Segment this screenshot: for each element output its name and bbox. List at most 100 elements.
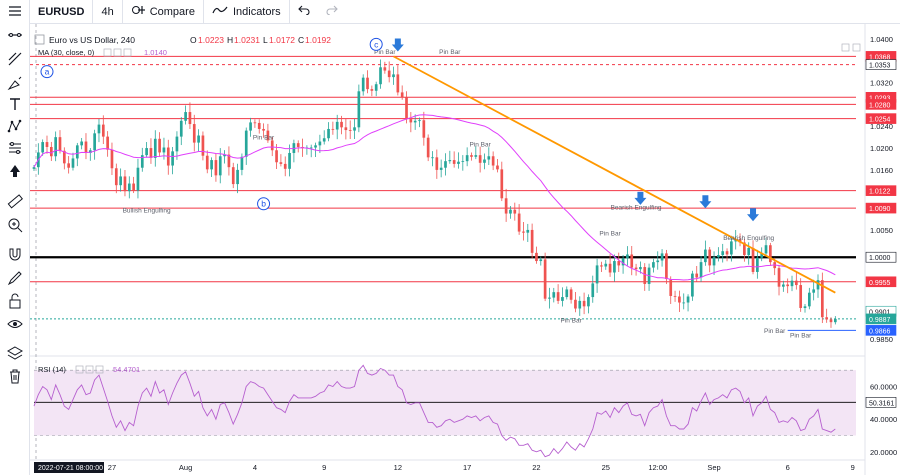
maximize-pane-icon[interactable] <box>841 43 850 52</box>
candle-body <box>578 300 582 309</box>
level-price-label: 0.9955 <box>869 280 891 287</box>
candle-body <box>652 262 655 268</box>
text-tool[interactable] <box>5 96 25 116</box>
pattern-tool[interactable] <box>5 118 25 138</box>
rsi-settings-icon[interactable] <box>85 365 94 374</box>
candle-body <box>392 74 395 78</box>
annotations: Pin Bar Pin Bar Pin Bar Bullish Engulfing Pi… <box>40 37 812 339</box>
candle-body <box>760 253 764 258</box>
trendline-tool[interactable] <box>5 51 25 71</box>
candle-body <box>179 120 183 137</box>
candle-body <box>496 165 499 170</box>
candle-body <box>253 122 257 124</box>
candle-body <box>361 77 365 92</box>
rsi-tick-label: 60.0000 <box>870 383 897 392</box>
candle-body <box>608 263 612 273</box>
candle-body <box>526 229 530 233</box>
legend-l-value: 1.0172 <box>269 35 295 45</box>
level-price-label: 0.9901 <box>869 309 891 316</box>
rsi-close-icon[interactable] <box>95 365 104 374</box>
brush-tool[interactable] <box>5 75 25 95</box>
chart-area[interactable]: Pin Bar Pin Bar Pin Bar Bullish Engulfing Pi… <box>30 24 900 475</box>
legend-c-value: 1.0192 <box>305 35 331 45</box>
candle-body <box>665 253 668 280</box>
rsi-eye-icon[interactable] <box>75 365 84 374</box>
candle-body <box>383 67 387 71</box>
crosshair-tool[interactable] <box>5 27 25 47</box>
candle-body <box>587 297 590 307</box>
candle-body <box>639 267 642 270</box>
candle-body <box>249 122 252 131</box>
candle-body <box>62 150 66 164</box>
remove-tool[interactable] <box>5 368 25 388</box>
lock-icon <box>7 293 23 314</box>
magnet-tool[interactable] <box>5 246 25 266</box>
level-price-tag <box>865 325 897 336</box>
redo-button[interactable] <box>318 0 346 24</box>
candle-body <box>145 148 148 156</box>
legend-o-label: O <box>190 35 197 45</box>
lock-tool[interactable] <box>5 293 25 313</box>
layers-tool[interactable] <box>5 345 25 365</box>
ruler-tool[interactable] <box>5 193 25 213</box>
time-tick-label: 27 <box>108 463 116 472</box>
candle-body <box>45 142 49 147</box>
candle-body <box>751 247 755 272</box>
candle-body <box>509 209 512 214</box>
text-icon <box>7 96 23 117</box>
cursor-tool[interactable] <box>5 163 25 183</box>
candle-body <box>370 89 374 91</box>
candle-body <box>695 273 699 278</box>
candle-body <box>708 249 712 266</box>
zoom-tool[interactable] <box>5 217 25 237</box>
candle-body <box>153 138 157 158</box>
rsi-pane <box>33 364 856 458</box>
settings-icon[interactable] <box>113 48 122 57</box>
collapse-icon[interactable] <box>34 34 45 45</box>
ma-value: 1.0140 <box>144 48 167 57</box>
forecast-tool[interactable] <box>5 140 25 160</box>
stay-drawing-tool[interactable] <box>5 270 25 290</box>
time-tick-label: 9 <box>851 463 855 472</box>
close-icon[interactable] <box>123 48 132 57</box>
legend-title: Euro vs US Dollar, 240 <box>49 35 135 45</box>
undo-button[interactable] <box>290 0 318 24</box>
arrow-up-icon <box>7 163 23 184</box>
symbol-selector[interactable]: EURUSD <box>30 0 94 24</box>
candle-body <box>88 150 92 153</box>
candle-body <box>712 257 716 266</box>
candle-body <box>140 155 144 168</box>
candle-body <box>812 289 816 293</box>
visibility-tool[interactable] <box>5 316 25 336</box>
trash-icon <box>7 368 23 389</box>
time-tick-label: 6 <box>786 463 790 472</box>
time-tick-label: Aug <box>179 463 192 472</box>
redo-icon <box>326 5 338 18</box>
pane-settings-icon[interactable] <box>852 43 861 52</box>
candle-body <box>413 120 417 123</box>
legend: Euro vs US Dollar, 240 O 1.0223 H 1.0231… <box>34 34 861 374</box>
candle-body <box>136 167 140 191</box>
ma-label: MA (30, close, 0) <box>38 48 95 57</box>
candle-body <box>678 296 681 303</box>
menu-button[interactable] <box>5 3 25 23</box>
time-tick-label: 17 <box>463 463 471 472</box>
candle-body <box>396 74 400 93</box>
candle-body <box>630 254 634 268</box>
candle-body <box>686 296 690 303</box>
candle-body <box>552 292 556 298</box>
compare-button[interactable]: Compare <box>123 0 204 24</box>
candle-body <box>387 70 391 78</box>
candle-body <box>491 156 495 166</box>
interval-selector[interactable]: 4h <box>93 0 123 24</box>
arrow-down-icon <box>634 191 647 205</box>
rsi-level-tag <box>865 397 897 408</box>
eye-icon[interactable] <box>103 48 112 57</box>
candle-body <box>400 92 404 98</box>
candle-body <box>444 161 447 168</box>
candle-body <box>561 297 564 301</box>
line-tool-icon <box>7 27 23 48</box>
candle-body <box>275 150 278 163</box>
indicators-button[interactable]: Indicators <box>204 0 290 24</box>
candle-body <box>548 297 551 299</box>
